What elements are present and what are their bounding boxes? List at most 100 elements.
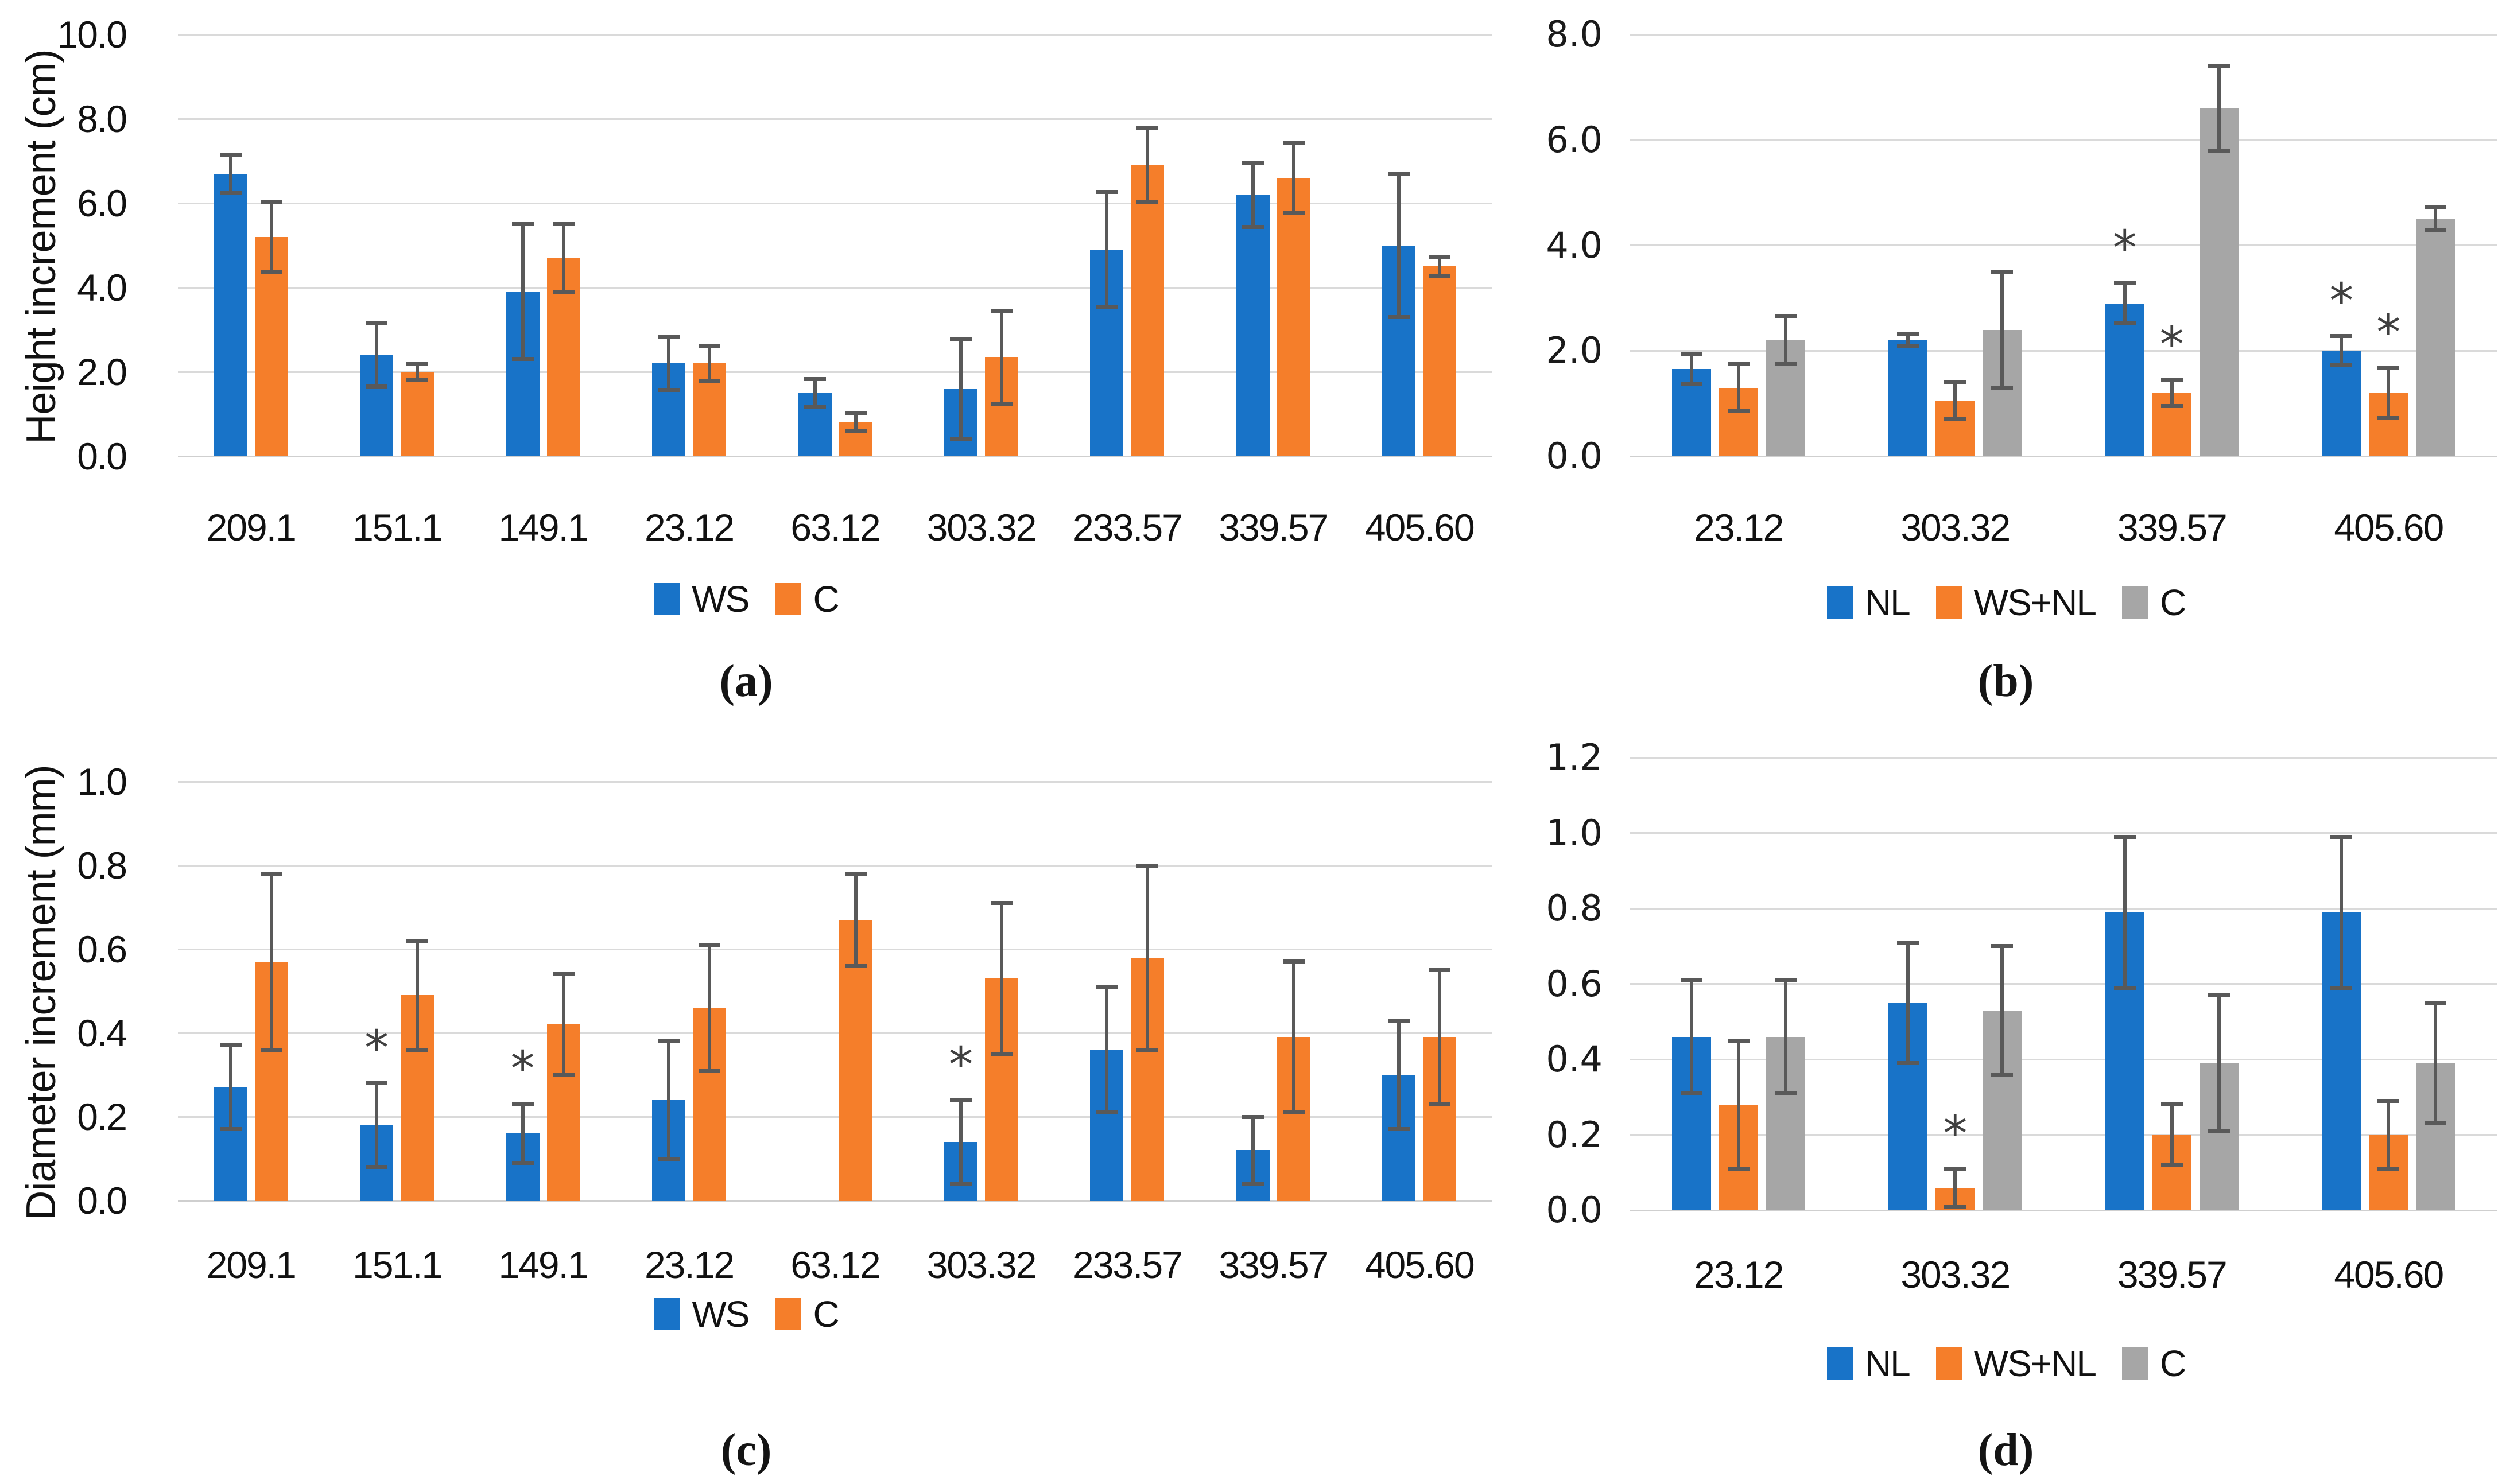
error-bar-cap (2330, 834, 2353, 839)
y-tick-label: 0.4 (1546, 1038, 1603, 1080)
error-bar (1146, 865, 1150, 1050)
error-bar (1736, 1040, 1740, 1169)
gridline (1630, 983, 2497, 985)
error-bar-cap (990, 1052, 1013, 1056)
error-bar-cap (1429, 255, 1451, 259)
error-bar (2340, 837, 2344, 988)
legend-item-WS: WS (654, 581, 750, 617)
error-bar (228, 154, 232, 193)
error-bar-cap (1096, 1110, 1118, 1115)
error-bar-cap (1944, 1204, 1966, 1209)
error-bar (2217, 995, 2221, 1131)
x-category-label: 339.57 (2117, 506, 2228, 549)
error-bar-cap (406, 938, 429, 943)
error-bar (416, 941, 420, 1050)
error-bar (2123, 283, 2127, 324)
error-bar-cap (1774, 1091, 1797, 1095)
x-category-label: 233.57 (1072, 1244, 1183, 1286)
error-bar (375, 323, 379, 387)
error-bar (959, 1100, 963, 1184)
legend-swatch-NL (1826, 586, 1853, 619)
error-bar-cap (2377, 366, 2400, 370)
significance-star: * (1943, 1105, 1968, 1161)
gridline (1630, 1134, 2497, 1136)
gridline (178, 202, 1492, 204)
error-bar (1783, 980, 1787, 1094)
error-bar-cap (406, 361, 429, 366)
x-category-label: 63.12 (790, 1244, 880, 1286)
error-bar-cap (949, 1182, 972, 1186)
error-bar-cap (2425, 1000, 2447, 1005)
error-bar (2434, 207, 2438, 231)
legend-item-C: C (2121, 584, 2186, 621)
legend-item-WS+NL: WS+NL (1935, 582, 2097, 623)
gridline (1630, 1058, 2497, 1060)
error-bar-cap (990, 308, 1013, 313)
bar-C-233.57 (1131, 165, 1165, 456)
gridline (1630, 33, 2497, 36)
error-bar (1105, 986, 1109, 1113)
error-bar (2387, 367, 2391, 418)
error-bar (854, 413, 858, 432)
error-bar-cap (1429, 1102, 1451, 1106)
legend-label-NL: NL (1864, 1343, 1911, 1384)
x-category-label: 23.12 (644, 506, 735, 549)
error-bar-cap (1388, 1127, 1410, 1132)
error-bar-cap (1136, 126, 1159, 131)
y-tick-label: 1.0 (1546, 811, 1603, 854)
error-bar-cap (844, 411, 867, 416)
error-bar-cap (2113, 985, 2136, 990)
error-bar-cap (511, 357, 534, 362)
error-bar-cap (1897, 332, 1919, 336)
error-bar-cap (406, 378, 429, 383)
error-bar-cap (2330, 985, 2353, 990)
y-tick-label: 0.0 (1546, 1189, 1603, 1231)
y-tick-label: 10.0 (57, 13, 127, 56)
error-bar-cap (1944, 1167, 1966, 1171)
error-bar-cap (2425, 228, 2447, 233)
error-bar-cap (844, 964, 867, 968)
error-bar-cap (219, 1043, 242, 1048)
y-tick-label: 6.0 (77, 182, 127, 224)
y-tick-label: 4.0 (77, 266, 127, 309)
y-tick-label: 0.0 (77, 1179, 127, 1222)
error-bar-cap (366, 321, 388, 325)
bar-C-339.57 (2199, 108, 2239, 456)
error-bar-cap (1429, 273, 1451, 278)
x-category-label: 339.57 (1219, 506, 1329, 549)
y-tick-label: 4.0 (1546, 224, 1603, 266)
x-category-label: 405.60 (2334, 1253, 2444, 1296)
significance-star: * (2329, 272, 2354, 329)
gridline (178, 1199, 1492, 1202)
error-bar-cap (1774, 362, 1797, 366)
error-bar (854, 873, 858, 966)
error-bar-cap (2160, 1102, 2183, 1107)
error-bar-cap (552, 972, 575, 977)
error-bar-cap (1944, 417, 1966, 422)
error-bar-cap (699, 379, 721, 383)
error-bar (2123, 837, 2127, 988)
error-bar-cap (1727, 362, 1750, 366)
error-bar-cap (2113, 281, 2136, 286)
error-bar-cap (1096, 985, 1118, 989)
error-bar (1397, 1020, 1401, 1129)
x-category-label: 23.12 (644, 1244, 735, 1286)
gridline (1630, 455, 2497, 457)
error-bar-cap (260, 200, 282, 204)
error-bar-cap (366, 1165, 388, 1170)
error-bar (561, 974, 565, 1075)
error-bar (1689, 354, 1693, 384)
error-bar-cap (699, 943, 721, 947)
x-category-label: 233.57 (1072, 506, 1183, 549)
error-bar-cap (260, 1047, 282, 1052)
error-bar (1291, 142, 1295, 213)
error-bar (999, 310, 1003, 404)
error-bar (959, 339, 963, 439)
legend-label-WS+NL: WS+NL (1973, 582, 2097, 623)
error-bar (1251, 162, 1255, 227)
legend-label-WS: WS (692, 1293, 750, 1335)
gridline (178, 864, 1492, 867)
bar-WS-339.57 (1236, 195, 1270, 456)
legend-item-C: C (775, 1296, 840, 1333)
